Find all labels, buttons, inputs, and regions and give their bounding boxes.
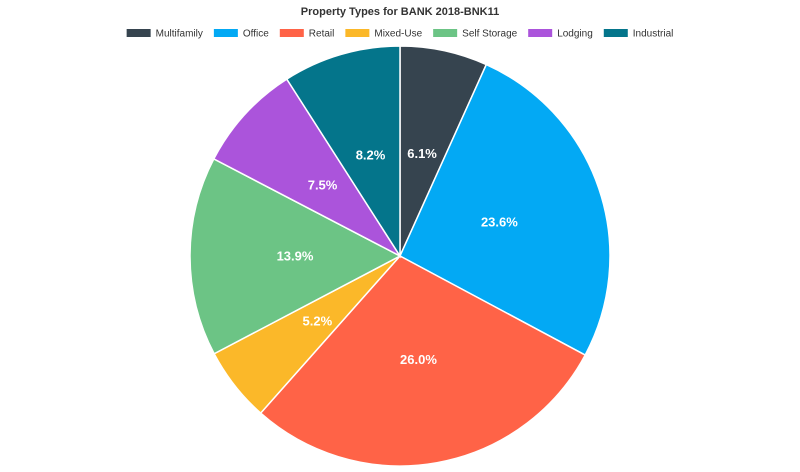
slice-label: 5.2% (303, 313, 333, 328)
legend-swatch (433, 29, 458, 37)
legend-item-industrial[interactable]: Industrial (603, 29, 674, 40)
pie-slices (189, 45, 611, 467)
legend-item-retail[interactable]: Retail (279, 29, 335, 40)
legend-swatch (213, 29, 238, 37)
legend-item-self-storage[interactable]: Self Storage (433, 29, 518, 40)
pie-slice-office[interactable] (399, 63, 611, 357)
slice-label: 23.6% (481, 215, 518, 230)
legend: Multifamily Office Retail Mixed-Use Self Sto… (126, 29, 674, 40)
legend-label: Retail (309, 29, 335, 40)
legend-label: Self Storage (462, 29, 517, 40)
slice-label: 7.5% (308, 178, 338, 193)
slice-labels: 6.1% 23.6% 26.0% 5.2% 13.9% 7.5% 8.2% (277, 146, 519, 367)
legend-label: Office (243, 29, 269, 40)
pie-slice-self-storage[interactable] (189, 157, 402, 355)
legend-swatch (126, 29, 151, 37)
legend-label: Industrial (633, 29, 674, 40)
slice-label: 8.2% (356, 148, 386, 163)
legend-swatch (279, 29, 304, 37)
legend-item-mixed-use[interactable]: Mixed-Use (345, 29, 423, 40)
legend-label: Multifamily (156, 29, 203, 40)
slice-label: 26.0% (400, 352, 437, 367)
pie-slice-retail[interactable] (259, 255, 587, 467)
slice-label: 6.1% (407, 146, 437, 161)
pie-slice-industrial[interactable] (285, 45, 401, 259)
legend-item-office[interactable]: Office (213, 29, 269, 40)
legend-swatch (528, 29, 553, 37)
chart-title: Property Types for BANK 2018-BNK11 (301, 6, 499, 18)
legend-item-lodging[interactable]: Lodging (528, 29, 593, 40)
legend-swatch (345, 29, 370, 37)
legend-label: Lodging (557, 29, 593, 40)
legend-label: Mixed-Use (374, 29, 422, 40)
legend-swatch (603, 29, 628, 37)
legend-item-multifamily[interactable]: Multifamily (126, 29, 203, 40)
pie-slice-lodging[interactable] (212, 78, 403, 258)
slice-label: 13.9% (277, 249, 314, 264)
